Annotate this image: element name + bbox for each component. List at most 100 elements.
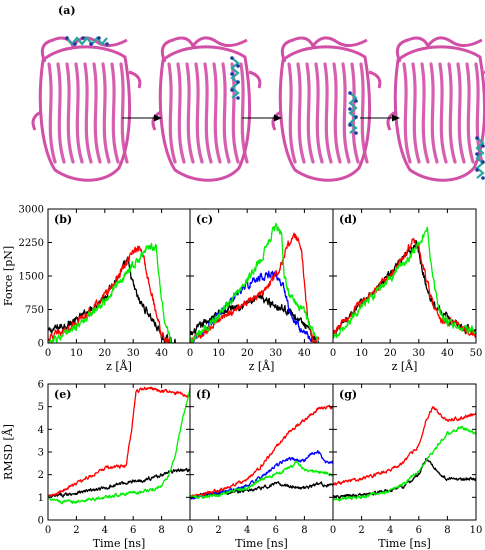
series-line: [333, 425, 476, 502]
ligand-atom: [97, 36, 101, 40]
ligand-atom: [481, 176, 485, 180]
beta-strand: [305, 62, 315, 164]
beta-strand: [350, 62, 360, 164]
panel-a-label: (a): [58, 4, 76, 17]
x-axis-label: z [Å]: [249, 359, 275, 373]
beta-strand: [287, 62, 297, 164]
x-tick-label: 4: [387, 525, 393, 536]
plot-frame: [47, 383, 191, 521]
series-line: [190, 222, 320, 343]
y-tick-label: 4: [38, 425, 44, 436]
y-tick-label: 3: [38, 448, 44, 459]
x-tick-label: 2: [73, 525, 79, 536]
series-line: [333, 226, 476, 339]
chart-panel-c: 0 10 20 30 40 (c) z [Å]: [187, 208, 334, 373]
x-tick-label: 30: [127, 348, 140, 359]
x-tick-label: 30: [269, 348, 282, 359]
chart-panel-e: 0 2 4 6 8 0 1 2 3 4 5 6 (e) Time [ns] RMSD [Å]: [1, 380, 191, 550]
y-tick-label: 2: [38, 470, 44, 481]
top-loop: [395, 36, 483, 63]
x-tick-label: 20: [384, 348, 397, 359]
beta-strand: [411, 62, 421, 164]
beta-strand: [429, 62, 439, 164]
beta-strand: [167, 62, 177, 164]
ligand-atom: [481, 144, 485, 148]
x-axis-label: Time [ns]: [378, 537, 431, 550]
beta-strand: [92, 62, 102, 164]
x-tick-label: 6: [416, 525, 422, 536]
beta-strand: [221, 62, 231, 164]
x-tick-label: 40: [298, 348, 311, 359]
beta-strand: [185, 62, 195, 164]
y-tick-label: 2250: [19, 238, 44, 249]
ligand-atom: [65, 36, 69, 40]
ligand-molecule: [348, 91, 358, 135]
chart-panel-d: 0 10 20 30 40 50 (d) z [Å]: [330, 208, 483, 373]
x-tick-label: 2: [358, 525, 364, 536]
series-group: [333, 226, 476, 339]
beta-strand: [341, 62, 351, 164]
beta-strand: [456, 62, 466, 164]
ligand-atom: [230, 88, 234, 92]
series-line: [190, 232, 320, 343]
series-line: [48, 467, 190, 498]
x-axis-label: Time [ns]: [93, 537, 146, 550]
panel-label: (b): [54, 213, 72, 226]
x-tick-label: 50: [470, 348, 483, 359]
arrow-head: [392, 114, 400, 122]
x-tick-label: 0: [330, 348, 336, 359]
plot-frame: [332, 383, 477, 521]
beta-strand: [465, 62, 475, 164]
x-axis-label: z [Å]: [106, 359, 132, 373]
x-tick-label: 0: [187, 348, 193, 359]
protein-snapshot-3: [271, 36, 382, 182]
top-loop: [280, 36, 368, 63]
arrow-head: [274, 114, 282, 122]
top-loop: [160, 36, 248, 63]
x-tick-label: 8: [158, 525, 164, 536]
ligand-atom: [236, 64, 240, 68]
beta-strand: [402, 62, 412, 164]
y-tick-label: 0: [38, 339, 44, 350]
series-line: [48, 242, 174, 343]
chart-panel-f: 0 2 4 6 8 (f) Time [ns]: [187, 383, 334, 550]
protein-snapshot-2: [151, 36, 262, 182]
beta-strand: [314, 62, 324, 164]
y-tick-label: 6: [38, 380, 44, 391]
panel-label: (g): [339, 388, 357, 401]
beta-strand: [323, 62, 333, 164]
ligand-atom: [354, 131, 358, 135]
barrel-outline: [278, 45, 372, 182]
beta-strand: [119, 62, 129, 164]
ligand-atom: [105, 42, 109, 46]
series-group: [190, 404, 333, 500]
protein-snapshot-4: [386, 36, 485, 182]
x-tick-label: 10: [212, 348, 225, 359]
ligand-atom: [475, 168, 479, 172]
ligand-bonds: [66, 36, 108, 46]
ligand-atom: [348, 107, 352, 111]
ligand-bonds: [348, 92, 358, 134]
ligand-bonds: [230, 57, 240, 99]
panel-label: (f): [196, 388, 211, 401]
beta-strand: [332, 62, 342, 164]
structure-panel: (a): [31, 4, 485, 182]
ligand-atom: [348, 91, 352, 95]
barrel-outline: [158, 45, 252, 182]
ligand-molecule: [475, 136, 485, 180]
arrow-2: [242, 114, 282, 122]
x-tick-label: 0: [45, 525, 51, 536]
x-tick-label: 40: [155, 348, 168, 359]
beta-strand: [212, 62, 222, 164]
x-axis-label: Time [ns]: [235, 537, 288, 550]
series-group: [48, 242, 177, 343]
beta-strand: [47, 62, 57, 164]
ligand-atom: [236, 80, 240, 84]
x-tick-label: 2: [215, 525, 221, 536]
ligand-atom: [348, 123, 352, 127]
series-group: [333, 406, 476, 502]
arrow-3: [360, 114, 400, 122]
chart-panel-g: 0 2 4 6 8 10 (g) Time [ns]: [330, 383, 482, 550]
